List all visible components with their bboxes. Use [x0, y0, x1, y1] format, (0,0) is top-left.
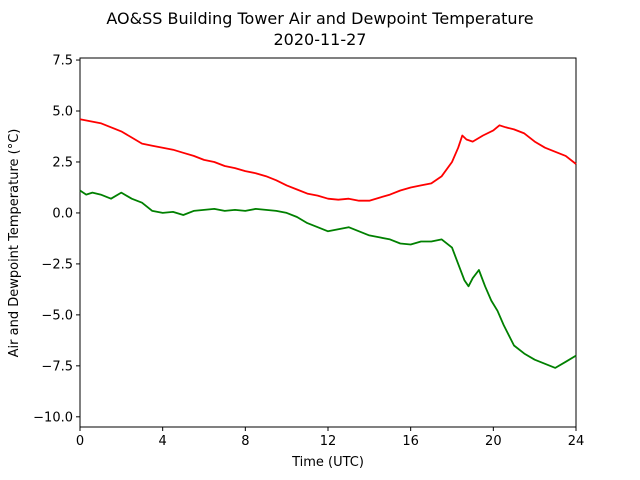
plot-area: [79, 57, 577, 428]
x-tick-label: 12: [320, 434, 337, 449]
chart-subtitle: 2020-11-27: [274, 30, 367, 49]
y-tick-label: −2.5: [41, 257, 73, 272]
x-tick-label: 8: [241, 434, 249, 449]
y-tick-label: 7.5: [52, 54, 73, 69]
y-axis: −10.0 −7.5 −5.0 −2.5 0.0 2.5 5.0 7.5: [33, 54, 80, 425]
x-tick-label: 0: [76, 434, 84, 449]
dewpoint-temperature-line: [79, 189, 577, 369]
y-tick-label: 5.0: [52, 105, 73, 120]
y-tick-label: −5.0: [41, 308, 73, 323]
plot-frame: [79, 57, 577, 428]
y-tick-label: 2.5: [52, 155, 73, 170]
x-axis-label: Time (UTC): [291, 455, 364, 470]
chart-title: AO&SS Building Tower Air and Dewpoint Te…: [106, 9, 533, 28]
y-axis-label: Air and Dewpoint Temperature (°C): [7, 129, 22, 358]
x-tick-label: 24: [568, 434, 585, 449]
air-temperature-line: [79, 118, 577, 202]
series-layer: [79, 118, 577, 369]
x-tick-label: 4: [159, 434, 167, 449]
y-tick-label: 0.0: [52, 206, 73, 221]
y-tick-label: −10.0: [33, 410, 73, 425]
x-tick-label: 16: [402, 434, 419, 449]
y-tick-label: −7.5: [41, 359, 73, 374]
x-axis: 0 4 8 12 16 20 24: [76, 427, 584, 449]
x-tick-label: 20: [485, 434, 502, 449]
